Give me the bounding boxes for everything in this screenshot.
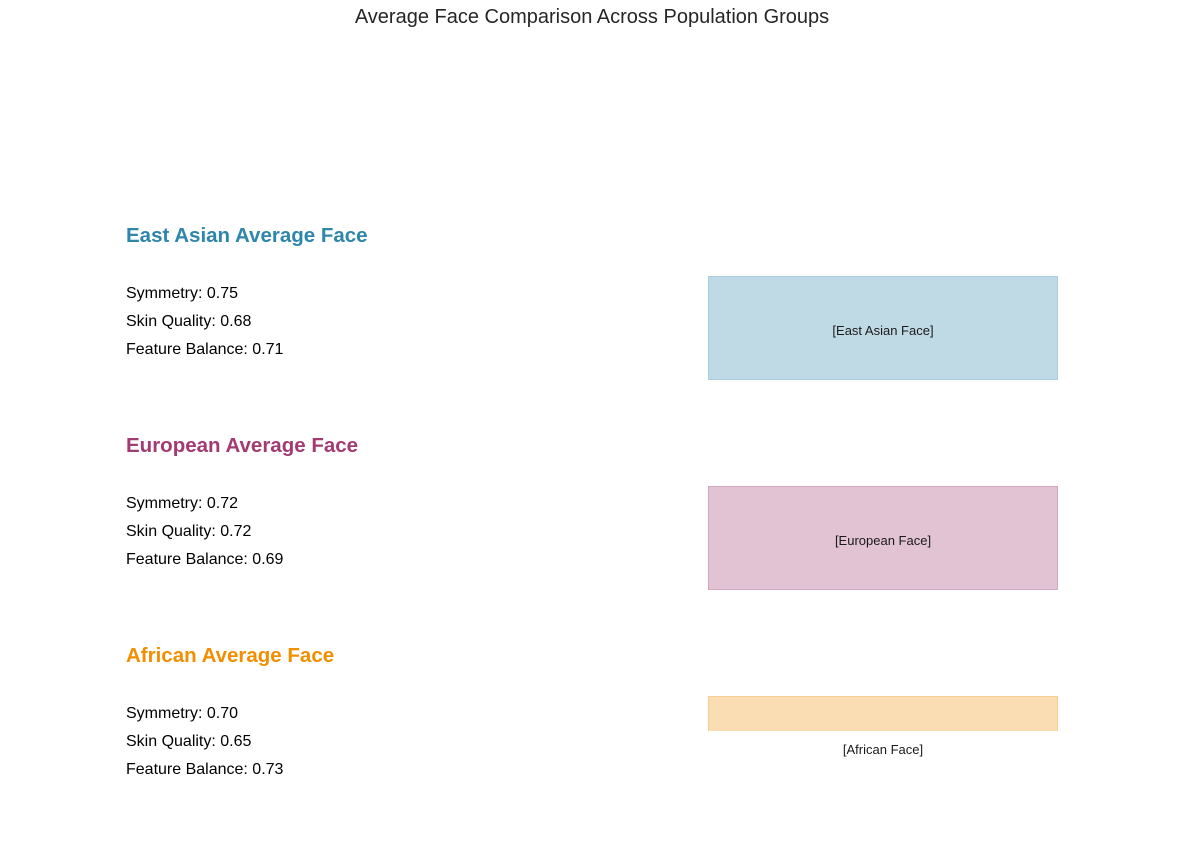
metric-skin-quality: Skin Quality: 0.72 [126, 523, 252, 540]
metric-feature-balance: Feature Balance: 0.69 [126, 551, 284, 568]
group-title: European Average Face [126, 434, 359, 457]
metric-symmetry: Symmetry: 0.70 [126, 705, 239, 722]
group-east-asian: East Asian Average Face Symmetry: 0.75 S… [0, 224, 1184, 424]
metric-skin-quality: Skin Quality: 0.68 [126, 313, 252, 330]
group-european: European Average Face Symmetry: 0.72 Ski… [0, 434, 1184, 634]
metric-symmetry: Symmetry: 0.75 [126, 285, 239, 302]
group-african: African Average Face Symmetry: 0.70 Skin… [0, 644, 1184, 844]
chart-title: Average Face Comparison Across Populatio… [354, 6, 830, 28]
face-image-placeholder [708, 276, 1058, 380]
metric-symmetry: Symmetry: 0.72 [126, 495, 239, 512]
metric-feature-balance: Feature Balance: 0.73 [126, 761, 284, 778]
face-image-label: [East Asian Face] [832, 323, 934, 338]
face-image-label: [African Face] [842, 742, 924, 757]
face-image-label: [European Face] [834, 533, 932, 548]
group-title: East Asian Average Face [126, 224, 368, 247]
group-title: African Average Face [126, 644, 335, 667]
face-image-placeholder [708, 696, 1058, 731]
metric-feature-balance: Feature Balance: 0.71 [126, 341, 284, 358]
metric-skin-quality: Skin Quality: 0.65 [126, 733, 252, 750]
face-image-placeholder [708, 486, 1058, 590]
